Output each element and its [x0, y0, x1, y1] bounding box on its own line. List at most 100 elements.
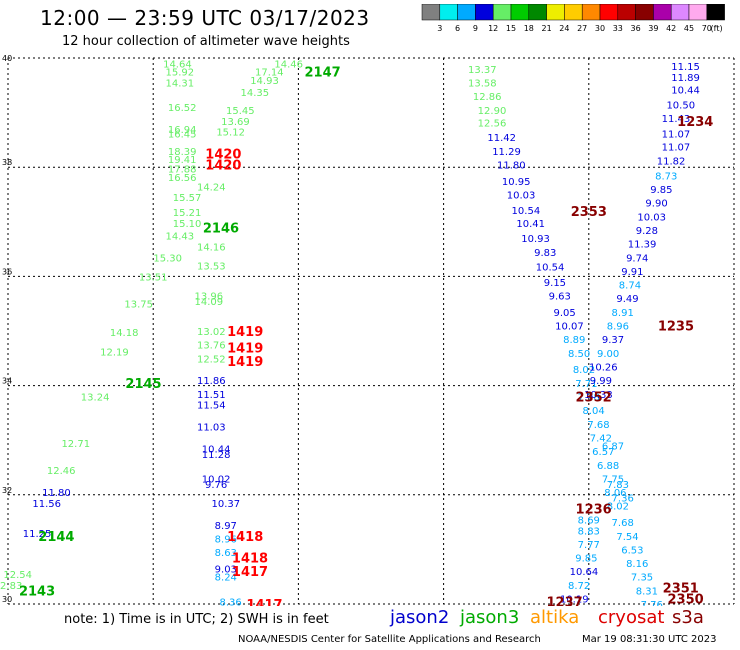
colorbar-label: 9	[473, 24, 478, 33]
pass-label: 1235	[658, 320, 694, 335]
wave-height-point: 9.37	[602, 335, 624, 346]
wave-height-point: 14.24	[197, 182, 226, 193]
wave-height-point: 11.54	[197, 401, 226, 412]
pass-label: 2147	[305, 66, 341, 81]
wave-height-point: 10.54	[512, 206, 541, 217]
wave-height-point: 9.90	[645, 199, 667, 210]
legend-s3a: s3a	[672, 607, 704, 628]
wave-height-point: 11.42	[487, 133, 516, 144]
wave-height-point: 12.56	[478, 118, 507, 129]
pass-label: 2144	[38, 530, 74, 545]
wave-height-point: 8.96	[607, 322, 629, 333]
x-tick-label: -30	[721, 605, 734, 606]
legend-altika: altika	[530, 607, 580, 628]
wave-height-point: 10.02	[202, 474, 231, 485]
wave-height-point: 8.96	[215, 534, 237, 545]
wave-height-point: 18.39	[168, 147, 197, 158]
wave-height-point: 7.54	[616, 532, 638, 543]
colorbar-label: 3	[437, 24, 442, 33]
wave-height-point: 9.85	[650, 185, 672, 196]
wave-height-point: 8.31	[636, 586, 658, 597]
pass-label: 2145	[125, 377, 161, 392]
wave-height-point: 14.64	[163, 59, 192, 70]
wave-height-point: 11.80	[497, 160, 526, 171]
wave-height-point: 13.02	[197, 327, 226, 338]
wave-height-point: 8.24	[215, 573, 237, 584]
wave-height-point: 9.74	[626, 253, 648, 264]
wave-height-point: 12.46	[47, 466, 76, 477]
legend-jason3: jason3	[460, 607, 520, 628]
colorbar-unit: (ft)	[711, 24, 723, 33]
wave-height-point: 17.14	[255, 68, 284, 79]
wave-height-point: 10.33	[584, 390, 613, 401]
wave-height-point: 16.56	[168, 173, 197, 184]
wave-height-point: 12.83	[0, 581, 22, 592]
y-tick-label: 32	[2, 486, 12, 495]
wave-height-point: 9.00	[597, 349, 619, 360]
colorbar-label: 30	[595, 24, 605, 33]
wave-height-point: 9.91	[621, 267, 643, 278]
wave-height-point: 12.52	[197, 354, 226, 365]
colorbar-label: 18	[524, 24, 534, 33]
wave-height-point: 16.52	[168, 103, 197, 114]
colorbar-swatch	[706, 4, 725, 21]
wave-height-point: 13.53	[197, 261, 226, 272]
wave-height-point: 11.03	[197, 423, 226, 434]
wave-height-point: 19.41	[168, 155, 197, 166]
wave-height-point: 12.71	[61, 439, 90, 450]
wave-height-point: 11.28	[202, 450, 231, 461]
wave-height-point: 11.56	[32, 499, 61, 510]
wave-height-point: 14.18	[110, 328, 139, 339]
wave-height-point: 15.21	[173, 208, 202, 219]
wave-height-point: 7.77	[578, 540, 600, 551]
wave-height-point: 10.50	[666, 100, 695, 111]
pass-label: 1419	[227, 325, 263, 340]
colorbar-label: 36	[631, 24, 641, 33]
wave-height-point: 10.26	[589, 362, 618, 373]
pass-label: 1234	[677, 115, 713, 130]
wave-height-point: 14.31	[165, 79, 194, 90]
wave-height-point: 8.02	[607, 502, 629, 513]
wave-height-point: 8.74	[619, 281, 641, 292]
wave-height-point: 7.76	[641, 600, 663, 606]
wave-height-point: 10.41	[516, 219, 545, 230]
wave-height-point: 11.15	[671, 62, 700, 73]
wave-height-point: 8.69	[578, 515, 600, 526]
wave-height-point: 14.46	[274, 59, 303, 70]
wave-height-point: 8.16	[626, 559, 648, 570]
wave-height-point: 11.25	[23, 529, 52, 540]
wave-height-map: -45 -42 -39 -36 -33 -30 30 32 34 36 38 40 14.6415.92…	[0, 54, 735, 606]
wave-height-point: 10.44	[202, 444, 231, 455]
wave-height-point: 14.93	[250, 76, 279, 87]
wave-height-point: 16.94	[168, 125, 197, 136]
wave-height-point: 12.90	[478, 106, 507, 117]
chart-subtitle: 12 hour collection of altimeter wave hei…	[62, 34, 350, 49]
wave-height-point: 7.68	[612, 518, 634, 529]
wave-height-point: 9.03	[215, 565, 237, 576]
wave-height-point: 9.05	[553, 308, 575, 319]
y-tick-label: 36	[2, 267, 12, 276]
wave-height-point: 8.91	[612, 308, 634, 319]
wave-height-point: 9.85	[575, 554, 597, 565]
colorbar-label: 21	[542, 24, 552, 33]
wave-height-point: 10.07	[555, 322, 584, 333]
colorbar-label: 6	[455, 24, 460, 33]
wave-height-point: 11.39	[628, 240, 657, 251]
wave-height-point: 13.24	[81, 393, 110, 404]
pass-label: 1237	[547, 595, 583, 606]
wave-height-point: 7.78	[578, 393, 600, 404]
pass-label: 2353	[571, 205, 607, 220]
wave-height-point: 9.83	[534, 248, 556, 259]
colorbar-label: 45	[684, 24, 694, 33]
wave-height-point: 11.51	[197, 390, 226, 401]
wave-height-point: 11.07	[662, 129, 691, 140]
pass-label: 2143	[19, 584, 55, 599]
pass-label: 1417	[246, 598, 282, 606]
y-tick-label: 30	[2, 595, 12, 604]
color-scale-legend: 3 6 9 12 15 18 21 24 27 30 33 36 39 42 45 70(ft)	[421, 4, 725, 33]
wave-height-point: 8.73	[655, 171, 677, 182]
wave-height-point: 11.86	[197, 376, 226, 387]
pass-label: 2352	[576, 391, 612, 406]
colorbar-label: 24	[559, 24, 569, 33]
wave-height-point: 13.76	[197, 341, 226, 352]
